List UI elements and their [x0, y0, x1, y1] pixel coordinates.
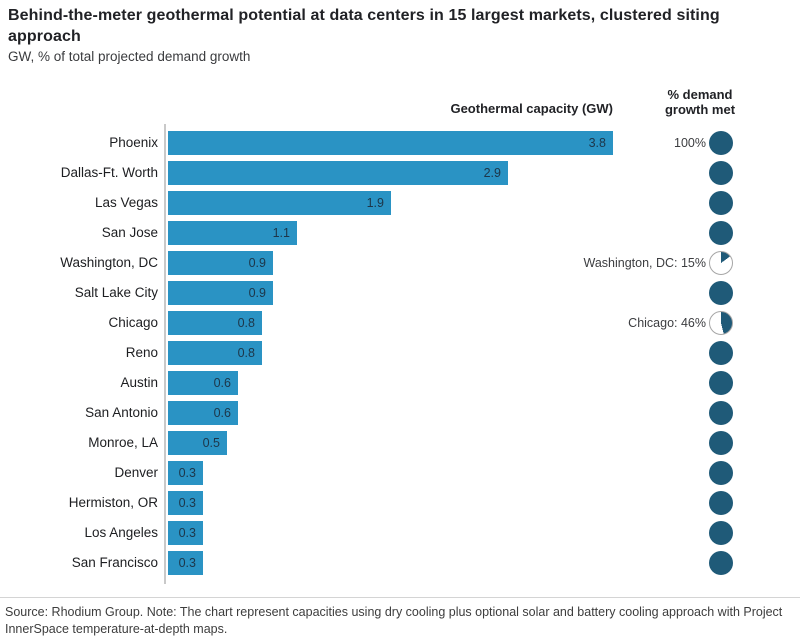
- source-note: Source: Rhodium Group. Note: The chart r…: [5, 605, 783, 636]
- bar: 1.9: [168, 191, 391, 215]
- chart-row: San Antonio 0.6: [0, 398, 800, 428]
- bar: 0.3: [168, 491, 203, 515]
- bar-value-label: 1.9: [366, 196, 384, 210]
- pct-annotation-label: 100%: [674, 136, 706, 150]
- bar: 0.3: [168, 521, 203, 545]
- bar: 0.5: [168, 431, 227, 455]
- bar-value-label: 2.9: [483, 166, 501, 180]
- demand-growth-dot-icon: [709, 461, 733, 485]
- chart-row: San Jose 1.1: [0, 218, 800, 248]
- chart-row: Las Vegas 1.9: [0, 188, 800, 218]
- demand-growth-dot-icon: [709, 281, 733, 305]
- category-label: Los Angeles: [84, 525, 158, 540]
- bar-value-label: 0.3: [178, 466, 196, 480]
- pct-annotation-label: Washington, DC: 15%: [583, 256, 706, 270]
- chart-row: Phoenix 3.8 100%: [0, 128, 800, 158]
- demand-growth-dot-icon: [709, 221, 733, 245]
- pct-annotation-label: Chicago: 46%: [628, 316, 706, 330]
- bar: 2.9: [168, 161, 508, 185]
- bar: 0.3: [168, 551, 203, 575]
- demand-growth-dot-icon: [709, 491, 733, 515]
- bar-value-label: 0.6: [213, 406, 231, 420]
- category-label: Monroe, LA: [88, 435, 158, 450]
- bar: 3.8: [168, 131, 613, 155]
- chart-row: Denver 0.3: [0, 458, 800, 488]
- demand-growth-dot-icon: [709, 341, 733, 365]
- bar-value-label: 3.8: [588, 136, 606, 150]
- category-label: Las Vegas: [94, 195, 158, 210]
- pct-column-header: % demand growth met: [664, 87, 736, 117]
- demand-growth-dot-icon: [709, 551, 733, 575]
- category-label: Dallas-Ft. Worth: [60, 165, 158, 180]
- chart-row: Salt Lake City 0.9: [0, 278, 800, 308]
- bar-value-label: 0.5: [202, 436, 220, 450]
- bar: 1.1: [168, 221, 297, 245]
- category-label: San Francisco: [71, 555, 158, 570]
- chart-row: Austin 0.6: [0, 368, 800, 398]
- demand-growth-dot-icon: [709, 311, 733, 335]
- demand-growth-dot-icon: [709, 371, 733, 395]
- bar: 0.6: [168, 401, 238, 425]
- chart-row: Hermiston, OR 0.3: [0, 488, 800, 518]
- bar-value-label: 0.9: [248, 256, 266, 270]
- category-label: Chicago: [108, 315, 158, 330]
- bar-value-label: 0.9: [248, 286, 266, 300]
- bar-value-label: 0.3: [178, 496, 196, 510]
- demand-growth-dot-icon: [709, 131, 733, 155]
- category-label: Denver: [114, 465, 158, 480]
- chart-title: Behind-the-meter geothermal potential at…: [8, 7, 720, 45]
- category-label: Washington, DC: [60, 255, 158, 270]
- demand-growth-dot-icon: [709, 521, 733, 545]
- bar: 0.8: [168, 311, 262, 335]
- category-label: Hermiston, OR: [68, 495, 158, 510]
- demand-growth-dot-icon: [709, 401, 733, 425]
- category-label: Reno: [125, 345, 158, 360]
- demand-growth-dot-icon: [709, 161, 733, 185]
- chart-row: Reno 0.8: [0, 338, 800, 368]
- bar-axis-header: Geothermal capacity (GW): [450, 101, 613, 116]
- chart-subtitle: GW, % of total projected demand growth: [8, 49, 251, 64]
- bar: 0.9: [168, 251, 273, 275]
- chart-row: Chicago 0.8 Chicago: 46%: [0, 308, 800, 338]
- category-label: Phoenix: [109, 135, 158, 150]
- bar: 0.3: [168, 461, 203, 485]
- demand-growth-dot-icon: [709, 431, 733, 455]
- demand-growth-dot-icon: [709, 251, 733, 275]
- category-label: San Jose: [101, 225, 158, 240]
- bar-value-label: 0.8: [237, 346, 255, 360]
- bar: 0.9: [168, 281, 273, 305]
- demand-growth-dot-icon: [709, 191, 733, 215]
- bar: 0.6: [168, 371, 238, 395]
- bar-value-label: 1.1: [272, 226, 290, 240]
- chart-row: Washington, DC 0.9 Washington, DC: 15%: [0, 248, 800, 278]
- y-axis-line: [164, 124, 166, 584]
- bar-value-label: 0.3: [178, 556, 196, 570]
- bar-value-label: 0.8: [237, 316, 255, 330]
- bar-value-label: 0.3: [178, 526, 196, 540]
- bar-value-label: 0.6: [213, 376, 231, 390]
- category-label: San Antonio: [85, 405, 158, 420]
- footer-divider: [0, 597, 800, 598]
- category-label: Salt Lake City: [74, 285, 158, 300]
- category-label: Austin: [120, 375, 158, 390]
- chart-row: Dallas-Ft. Worth 2.9: [0, 158, 800, 188]
- bar: 0.8: [168, 341, 262, 365]
- chart-row: San Francisco 0.3: [0, 548, 800, 578]
- chart-row: Monroe, LA 0.5: [0, 428, 800, 458]
- chart-row: Los Angeles 0.3: [0, 518, 800, 548]
